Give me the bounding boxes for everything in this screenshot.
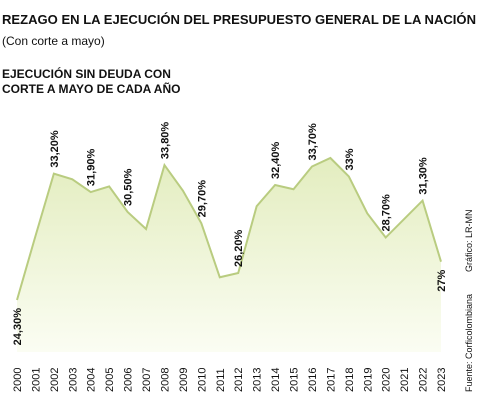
value-label: 31,30% xyxy=(418,157,430,195)
area-fill xyxy=(17,158,441,352)
x-tick-label: 2000 xyxy=(12,368,24,392)
x-tick-label: 2011 xyxy=(215,368,227,392)
x-tick-label: 2009 xyxy=(178,368,190,392)
credit: Gráfico: LR-MN xyxy=(464,209,474,272)
x-tick-label: 2021 xyxy=(399,368,411,392)
x-tick-label: 2006 xyxy=(123,368,135,392)
value-label: 27% xyxy=(436,269,448,291)
chart-label: EJECUCIÓN SIN DEUDA CON xyxy=(2,66,171,81)
value-label: 33,20% xyxy=(49,130,61,168)
value-label: 26,20% xyxy=(233,229,245,267)
value-label: 28,70% xyxy=(381,194,393,232)
x-tick-label: 2003 xyxy=(67,368,79,392)
chart-label: CORTE A MAYO DE CADA AÑO xyxy=(2,81,180,96)
value-label: 32,40% xyxy=(270,141,282,179)
x-tick-label: 2012 xyxy=(233,368,245,392)
x-tick-label: 2001 xyxy=(30,368,42,392)
x-tick-label: 2004 xyxy=(86,368,98,392)
value-label: 33,70% xyxy=(307,123,319,161)
value-label: 33,80% xyxy=(159,122,171,160)
x-tick-label: 2022 xyxy=(418,368,430,392)
source: Fuente: Corficolombiana xyxy=(464,294,474,392)
x-tick-label: 2023 xyxy=(436,368,448,392)
x-tick-label: 2014 xyxy=(270,368,282,392)
x-tick-label: 2017 xyxy=(325,368,337,392)
x-tick-label: 2010 xyxy=(196,368,208,392)
x-tick-label: 2020 xyxy=(381,368,393,392)
x-tick-label: 2002 xyxy=(49,368,61,392)
value-label: 24,30% xyxy=(12,308,24,346)
x-tick-label: 2015 xyxy=(289,368,301,392)
value-label: 30,50% xyxy=(123,168,135,206)
x-tick-label: 2016 xyxy=(307,368,319,392)
area-line xyxy=(16,156,442,301)
value-label: 31,90% xyxy=(86,149,98,187)
chart-title: REZAGO EN LA EJECUCIÓN DEL PRESUPUESTO G… xyxy=(2,12,476,27)
x-tick-label: 2005 xyxy=(104,368,116,392)
value-label: 33% xyxy=(344,148,356,170)
x-tick-label: 2018 xyxy=(344,368,356,392)
value-label: 29,70% xyxy=(196,180,208,218)
x-tick-label: 2007 xyxy=(141,368,153,392)
x-tick-label: 2013 xyxy=(252,368,264,392)
x-tick-label: 2008 xyxy=(159,368,171,392)
x-tick-label: 2019 xyxy=(362,368,374,392)
chart-subtitle: (Con corte a mayo) xyxy=(2,34,105,48)
